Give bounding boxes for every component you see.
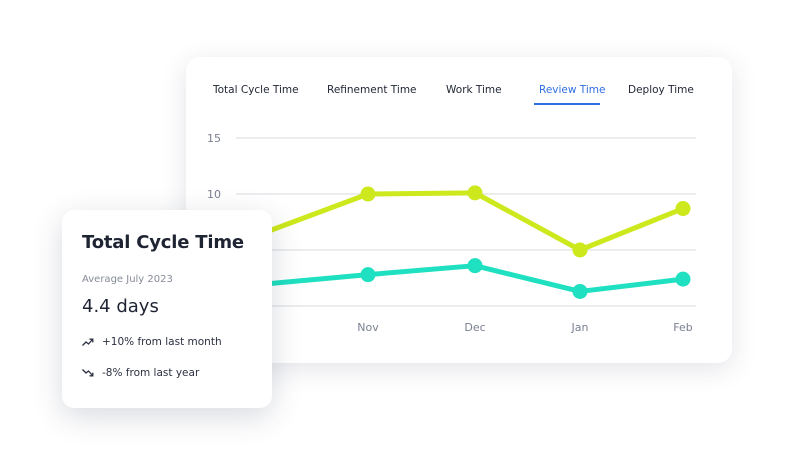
data-point bbox=[675, 271, 691, 287]
data-point bbox=[572, 242, 588, 258]
data-point bbox=[467, 185, 483, 201]
x-tick-label: Feb bbox=[673, 321, 692, 334]
stat-card: Total Cycle Time Average July 2023 4.4 d… bbox=[62, 210, 272, 408]
line-chart: 15 10 Nov Dec Jan Feb bbox=[207, 132, 696, 334]
data-point bbox=[360, 186, 376, 202]
series-line-0 bbox=[230, 190, 686, 253]
chart-card: Total Cycle Time Refinement Time Work Ti… bbox=[186, 57, 732, 363]
data-point bbox=[467, 258, 483, 274]
x-tick-label: Jan bbox=[571, 321, 589, 334]
stat-subtitle: Average July 2023 bbox=[82, 274, 173, 285]
series-line-1 bbox=[230, 263, 686, 294]
stat-value: 4.4 days bbox=[82, 296, 159, 317]
x-tick-label: Dec bbox=[464, 321, 485, 334]
trend-month-text: +10% from last month bbox=[102, 336, 222, 348]
x-tick-label: Nov bbox=[357, 321, 379, 334]
active-tab-underline bbox=[534, 103, 600, 105]
y-tick-label: 10 bbox=[207, 188, 221, 201]
trend-year-text: -8% from last year bbox=[102, 367, 200, 379]
tab-total-cycle-time[interactable]: Total Cycle Time bbox=[213, 84, 299, 96]
metric-tabs: Total Cycle Time Refinement Time Work Ti… bbox=[186, 57, 732, 117]
data-point bbox=[360, 267, 376, 283]
trend-year: -8% from last year bbox=[82, 367, 199, 379]
tab-refinement-time[interactable]: Refinement Time bbox=[327, 84, 417, 96]
trend-up-icon bbox=[82, 338, 94, 346]
trend-month: +10% from last month bbox=[82, 336, 222, 348]
y-tick-label: 15 bbox=[207, 132, 221, 145]
tab-review-time[interactable]: Review Time bbox=[539, 84, 606, 96]
stat-title: Total Cycle Time bbox=[82, 232, 244, 253]
tab-deploy-time[interactable]: Deploy Time bbox=[628, 84, 694, 96]
data-point bbox=[675, 201, 691, 217]
tab-work-time[interactable]: Work Time bbox=[446, 84, 502, 96]
data-point bbox=[572, 283, 588, 299]
trend-down-icon bbox=[82, 369, 94, 377]
